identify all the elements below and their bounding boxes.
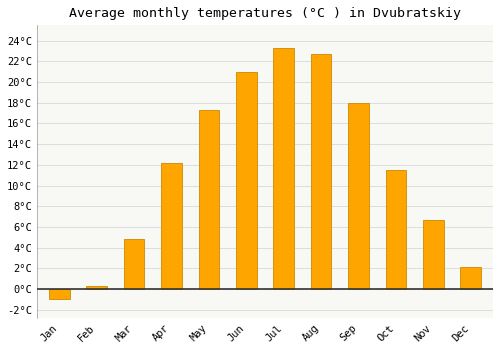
Bar <box>236 72 256 289</box>
Bar <box>161 163 182 289</box>
Bar <box>124 239 144 289</box>
Title: Average monthly temperatures (°C ) in Dvubratskiy: Average monthly temperatures (°C ) in Dv… <box>69 7 461 20</box>
Bar <box>198 110 219 289</box>
Bar <box>310 54 332 289</box>
Bar <box>423 220 444 289</box>
Bar <box>49 289 70 299</box>
Bar <box>386 170 406 289</box>
Bar <box>86 286 107 289</box>
Bar <box>348 103 368 289</box>
Bar <box>274 48 294 289</box>
Bar <box>460 267 481 289</box>
